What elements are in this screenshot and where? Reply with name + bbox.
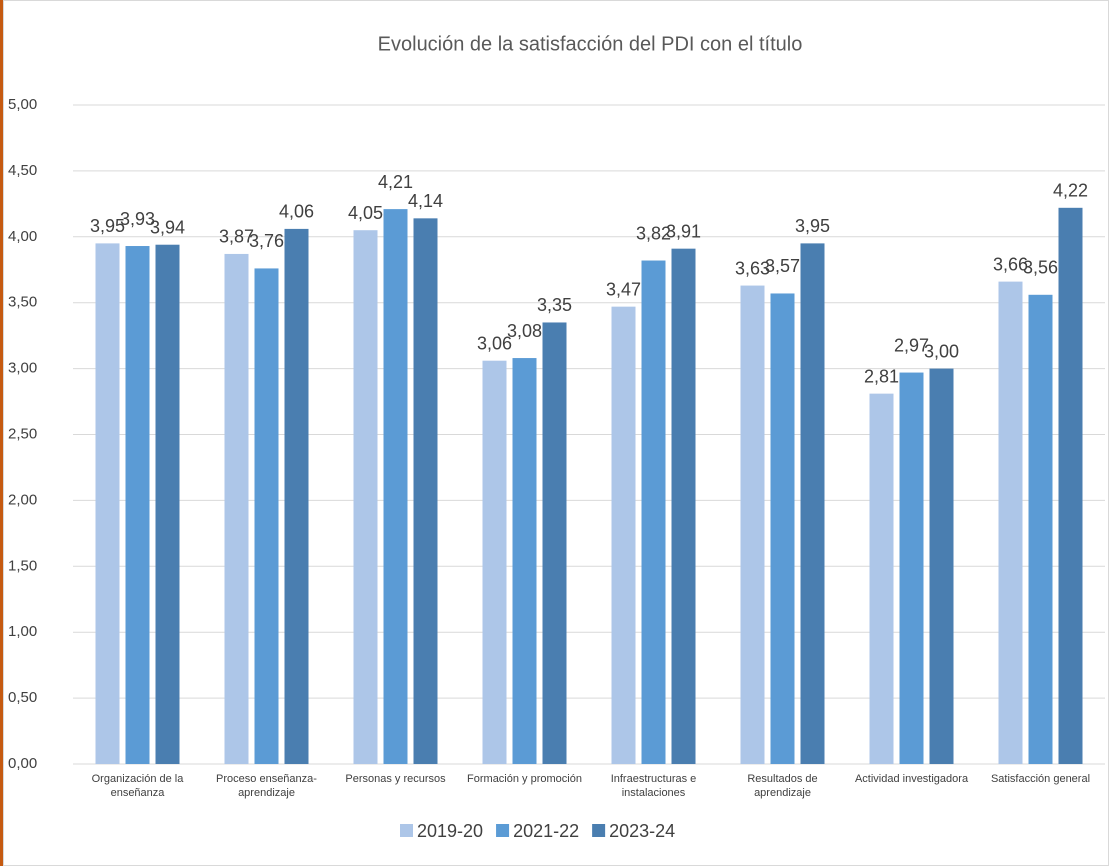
bar	[383, 209, 408, 764]
chart-title: Evolución de la satisfacción del PDI con…	[378, 33, 803, 55]
y-tick-label: 5,00	[8, 96, 37, 113]
data-label: 4,21	[378, 172, 413, 192]
bar	[740, 285, 765, 764]
bar	[929, 368, 954, 764]
bar	[254, 268, 279, 764]
y-tick-label: 2,50	[8, 425, 37, 442]
bar	[512, 358, 537, 764]
data-label: 3,87	[219, 227, 254, 247]
data-label: 3,08	[507, 321, 542, 341]
y-tick-label: 2,00	[8, 491, 37, 508]
x-tick-label: Personas y recursos	[345, 773, 446, 785]
x-tick-label: Infraestructuras e instalaciones	[610, 773, 697, 799]
bar	[770, 293, 795, 764]
x-tick-label: Organización de la enseñanza	[91, 773, 184, 799]
x-tick-label: Resultados de aprendizaje	[747, 773, 818, 799]
data-label: 2,81	[864, 366, 899, 386]
bar	[224, 253, 249, 764]
bar	[899, 372, 924, 764]
data-label: 3,47	[606, 279, 641, 299]
bar	[284, 228, 309, 765]
data-label: 3,91	[666, 221, 701, 241]
data-label: 3,93	[120, 209, 155, 229]
data-label: 3,00	[924, 341, 959, 361]
bar	[95, 243, 120, 764]
data-label: 4,14	[408, 191, 443, 211]
legend-label: 2021-22	[513, 821, 579, 841]
x-tick-label: Actividad investigadora	[854, 773, 969, 785]
frame-accent	[0, 0, 3, 866]
y-tick-label: 1,00	[8, 623, 37, 640]
y-tick-label: 0,50	[8, 689, 37, 706]
y-tick-label: 1,50	[8, 557, 37, 574]
data-label: 4,05	[348, 203, 383, 223]
legend-label: 2023-24	[609, 821, 675, 841]
bar	[353, 230, 378, 764]
y-tick-label: 3,00	[8, 360, 37, 377]
bar	[1028, 294, 1053, 764]
bar	[155, 244, 180, 764]
data-label: 4,22	[1053, 181, 1088, 201]
bar	[125, 246, 150, 764]
data-label: 3,56	[1023, 258, 1058, 278]
legend-label: 2019-20	[417, 821, 483, 841]
x-tick-label: Formación y promoción	[467, 773, 582, 785]
bar	[998, 281, 1023, 764]
legend-swatch	[496, 824, 510, 837]
bar	[611, 306, 636, 764]
bar	[869, 393, 894, 764]
y-tick-label: 4,00	[8, 228, 37, 245]
data-label: 3,94	[150, 217, 185, 237]
bar	[641, 260, 666, 764]
y-tick-label: 4,50	[8, 162, 37, 179]
x-tick-label: Satisfacción general	[990, 773, 1091, 785]
y-tick-label: 3,50	[8, 294, 37, 311]
data-label: 3,06	[477, 333, 512, 353]
data-label: 3,66	[993, 254, 1028, 274]
data-label: 3,35	[537, 295, 572, 315]
data-label: 3,82	[636, 223, 671, 243]
bar	[482, 360, 507, 764]
bar	[671, 248, 696, 765]
legend-swatch	[400, 824, 413, 837]
data-label: 3,57	[765, 256, 800, 276]
y-tick-label: 0,00	[8, 755, 37, 772]
bar	[542, 322, 567, 764]
bar	[1058, 207, 1083, 764]
x-tick-label: Proceso enseñanza-aprendizaje	[216, 773, 317, 799]
bar	[800, 243, 825, 764]
data-label: 3,95	[90, 216, 125, 236]
data-label: 4,06	[279, 202, 314, 222]
data-label: 2,97	[894, 335, 929, 355]
data-label: 3,63	[735, 258, 770, 278]
legend-swatch	[592, 824, 606, 837]
data-label: 3,76	[249, 231, 284, 251]
bar	[413, 218, 438, 764]
data-label: 3,95	[795, 216, 830, 236]
